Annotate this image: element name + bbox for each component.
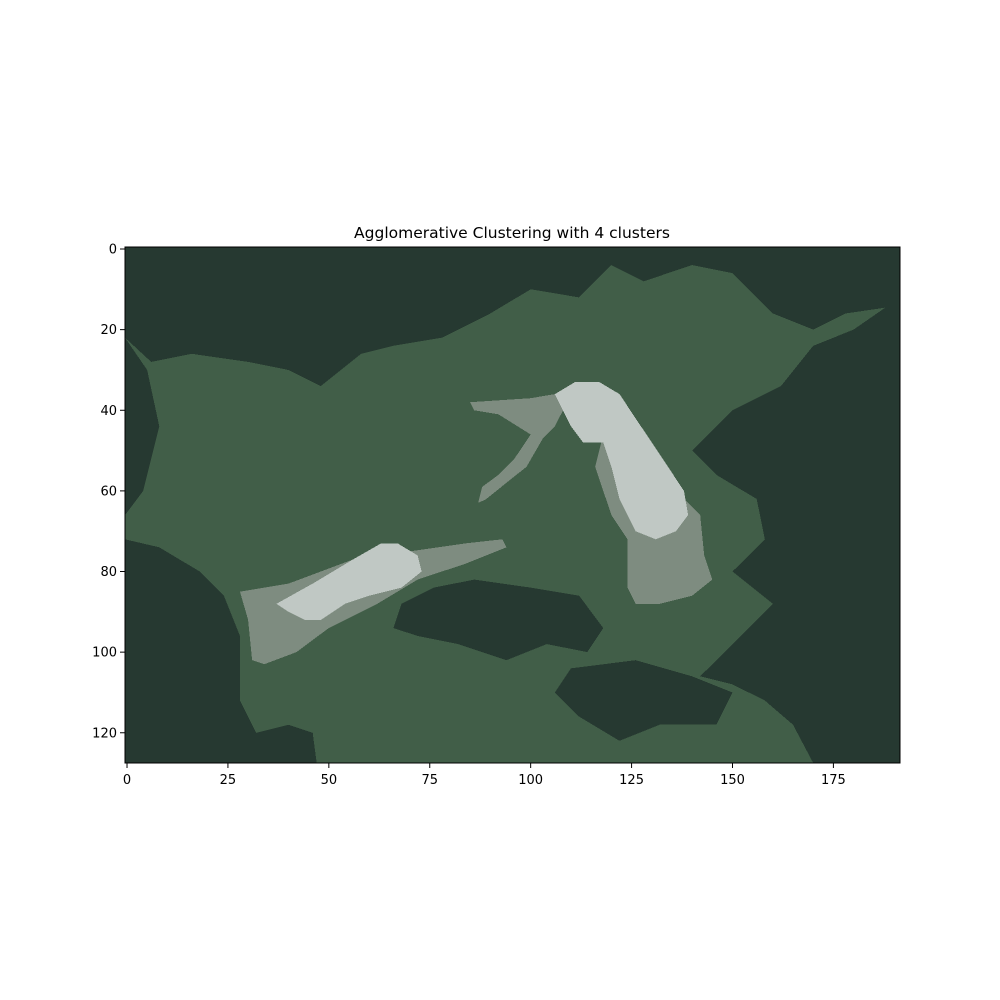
cluster-2-region-right-bird-beak bbox=[470, 394, 563, 503]
x-tick-label: 125 bbox=[619, 773, 644, 788]
x-tick-label: 0 bbox=[123, 773, 131, 788]
x-tick-label: 75 bbox=[421, 773, 438, 788]
cluster-0-region-top-strip bbox=[125, 247, 900, 387]
y-tick-label: 40 bbox=[100, 404, 117, 419]
cluster-0-region-lower-middle-blobs bbox=[393, 579, 604, 661]
x-tick-label: 150 bbox=[720, 773, 745, 788]
x-tick-label: 175 bbox=[821, 773, 846, 788]
x-tick-label: 100 bbox=[518, 773, 543, 788]
y-tick-label: 100 bbox=[92, 646, 117, 661]
x-tick-label: 50 bbox=[321, 773, 338, 788]
cluster-0-region-bottom-left bbox=[125, 539, 317, 763]
plot-area bbox=[125, 247, 900, 763]
x-axis: 0 25 50 75 100 125 150 175 bbox=[123, 763, 846, 788]
chart-title: Agglomerative Clustering with 4 clusters bbox=[354, 224, 670, 242]
plot-frame bbox=[124, 246, 901, 764]
cluster-0-region-lower-middle-blobs-2 bbox=[554, 660, 733, 741]
cluster-2-region-left-bird-body bbox=[240, 539, 507, 665]
cluster-3-region-right-bird-neck bbox=[554, 382, 689, 540]
y-tick-label: 80 bbox=[100, 565, 117, 580]
y-tick-label: 20 bbox=[100, 323, 117, 338]
cluster-0-region-right-region bbox=[692, 297, 900, 763]
y-tick-label: 120 bbox=[92, 726, 117, 741]
cluster-0-region-left-edge bbox=[125, 337, 160, 516]
y-axis: 0 20 40 60 80 100 120 bbox=[92, 243, 125, 741]
cluster-3-region-left-bird-neck bbox=[276, 543, 422, 620]
x-tick-label: 25 bbox=[220, 773, 237, 788]
y-tick-label: 60 bbox=[100, 484, 117, 499]
y-tick-label: 0 bbox=[109, 243, 117, 258]
